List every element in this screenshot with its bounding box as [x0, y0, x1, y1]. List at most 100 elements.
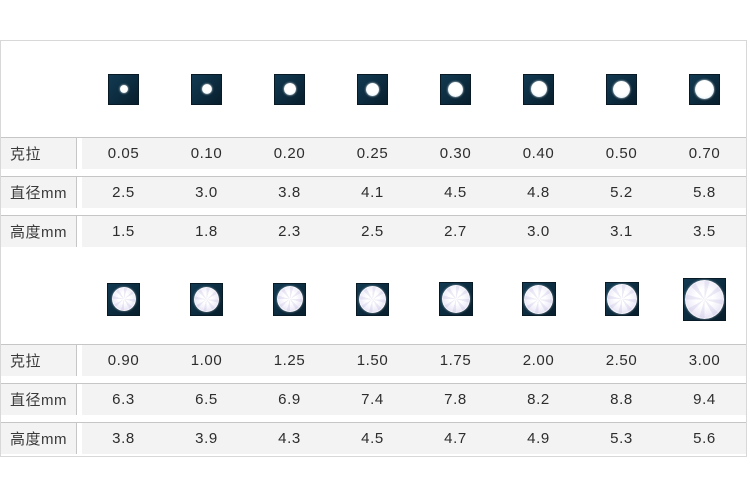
- table-cell: 8.8: [610, 391, 633, 408]
- diamond-stone: [524, 284, 553, 314]
- diamond-dot-sample-icon: [357, 73, 388, 105]
- diamond-stone: [441, 285, 470, 313]
- height-values-2: 3.8 3.9 4.3 4.5 4.7 4.9 5.3 5.6: [82, 423, 746, 454]
- diamond-samples-strip-1: [1, 41, 746, 137]
- table-cell: 3.9: [195, 430, 218, 447]
- table-cell: 0.90: [107, 352, 140, 369]
- table-cell: 8.2: [527, 391, 550, 408]
- table-cell: 5.2: [610, 184, 633, 201]
- diamond-round-sample-icon: [683, 277, 726, 321]
- diamond-stone: [119, 85, 128, 93]
- table-row-diameter-1: 直径mm 2.5 3.0 3.8 4.1 4.5 4.8 5.2 5.8: [1, 176, 746, 208]
- diamond-size-chart-table: 克拉 0.05 0.10 0.20 0.25 0.30 0.40 0.50 0.70 直径mm…: [0, 40, 747, 457]
- column-divider-gap: [77, 177, 82, 208]
- diamond-stone: [613, 80, 630, 98]
- table-cell: 3.1: [610, 223, 633, 240]
- table-cell: 4.3: [278, 430, 301, 447]
- table-cell: 7.8: [444, 391, 467, 408]
- diamond-stone: [530, 81, 547, 97]
- diamond-dot-sample-icon: [274, 73, 305, 105]
- table-cell: 0.20: [273, 145, 306, 162]
- diamond-stone: [111, 287, 136, 311]
- diamond-dot-sample-icon: [689, 73, 720, 105]
- table-cell: 0.70: [688, 145, 721, 162]
- table-cell: 0.40: [522, 145, 555, 162]
- diamond-stone: [695, 79, 714, 99]
- diamond-stone: [606, 284, 637, 314]
- table-cell: 1.50: [356, 352, 389, 369]
- diamond-round-sample-icon: [438, 282, 473, 316]
- diameter-values-1: 2.5 3.0 3.8 4.1 4.5 4.8 5.2 5.8: [82, 177, 746, 208]
- diamond-stone: [366, 82, 379, 96]
- diamond-round-sample-icon: [604, 282, 639, 316]
- diamond-dot-sample-icon: [191, 73, 222, 105]
- row-label-diameter: 直径mm: [1, 177, 77, 208]
- diamond-round-sample-icon: [356, 282, 389, 316]
- table-cell: 3.00: [688, 352, 721, 369]
- table-cell: 2.00: [522, 352, 555, 369]
- diamond-dot-sample-icon: [523, 73, 554, 105]
- table-cell: 4.9: [527, 430, 550, 447]
- column-divider-gap: [77, 345, 82, 376]
- table-cell: 4.5: [361, 430, 384, 447]
- table-cell: 9.4: [693, 391, 716, 408]
- table-row-height-1: 高度mm 1.5 1.8 2.3 2.5 2.7 3.0 3.1 3.5: [1, 215, 746, 247]
- table-row-carat-2: 克拉 0.90 1.00 1.25 1.50 1.75 2.00 2.50 3.00: [1, 344, 746, 376]
- table-cell: 0.25: [356, 145, 389, 162]
- diamond-dot-sample-icon: [108, 73, 139, 105]
- height-values-1: 1.5 1.8 2.3 2.5 2.7 3.0 3.1 3.5: [82, 216, 746, 247]
- diamond-samples-strip-2: [1, 254, 746, 344]
- table-cell: 6.5: [195, 391, 218, 408]
- table-cell: 3.8: [278, 184, 301, 201]
- diamond-dot-sample-icon: [440, 73, 471, 105]
- table-cell: 0.05: [107, 145, 140, 162]
- table-cell: 6.9: [278, 391, 301, 408]
- diamond-stone: [685, 279, 724, 319]
- diamond-round-sample-icon: [107, 282, 140, 316]
- carat-values-1: 0.05 0.10 0.20 0.25 0.30 0.40 0.50 0.70: [82, 138, 746, 169]
- table-cell: 4.8: [527, 184, 550, 201]
- table-cell: 1.25: [273, 352, 306, 369]
- row-label-carat: 克拉: [1, 138, 77, 169]
- diamond-dot-sample-icon: [606, 73, 637, 105]
- table-cell: 1.75: [439, 352, 472, 369]
- table-cell: 0.30: [439, 145, 472, 162]
- row-label-diameter: 直径mm: [1, 384, 77, 415]
- table-cell: 4.1: [361, 184, 384, 201]
- table-cell: 5.8: [693, 184, 716, 201]
- diamond-sample-icons-row-2: [82, 277, 746, 321]
- diamond-round-sample-icon: [521, 282, 556, 316]
- table-cell: 2.50: [605, 352, 638, 369]
- table-row-height-2: 高度mm 3.8 3.9 4.3 4.5 4.7 4.9 5.3 5.6: [1, 422, 746, 454]
- column-divider-gap: [77, 138, 82, 169]
- row-label-height: 高度mm: [1, 423, 77, 454]
- table-row-carat-1: 克拉 0.05 0.10 0.20 0.25 0.30 0.40 0.50 0.70: [1, 137, 746, 169]
- table-cell: 3.8: [112, 430, 135, 447]
- diamond-stone: [194, 286, 219, 312]
- table-cell: 7.4: [361, 391, 384, 408]
- table-cell: 4.7: [444, 430, 467, 447]
- table-cell: 4.5: [444, 184, 467, 201]
- diamond-round-sample-icon: [190, 282, 223, 316]
- table-cell: 3.5: [693, 223, 716, 240]
- table-cell: 1.5: [112, 223, 135, 240]
- table-cell: 5.3: [610, 430, 633, 447]
- table-cell: 1.00: [190, 352, 223, 369]
- table-row-diameter-2: 直径mm 6.3 6.5 6.9 7.4 7.8 8.2 8.8 9.4: [1, 383, 746, 415]
- diamond-round-sample-icon: [273, 282, 306, 316]
- diamond-stone: [201, 84, 212, 94]
- diamond-stone: [283, 83, 296, 95]
- diamond-sample-icons-row-1: [82, 73, 746, 105]
- diameter-values-2: 6.3 6.5 6.9 7.4 7.8 8.2 8.8 9.4: [82, 384, 746, 415]
- table-cell: 6.3: [112, 391, 135, 408]
- row-label-carat: 克拉: [1, 345, 77, 376]
- table-cell: 0.10: [190, 145, 223, 162]
- table-cell: 2.7: [444, 223, 467, 240]
- column-divider-gap: [77, 216, 82, 247]
- table-cell: 2.3: [278, 223, 301, 240]
- table-cell: 3.0: [527, 223, 550, 240]
- table-cell: 2.5: [361, 223, 384, 240]
- table-cell: 5.6: [693, 430, 716, 447]
- column-divider-gap: [77, 423, 82, 454]
- carat-values-2: 0.90 1.00 1.25 1.50 1.75 2.00 2.50 3.00: [82, 345, 746, 376]
